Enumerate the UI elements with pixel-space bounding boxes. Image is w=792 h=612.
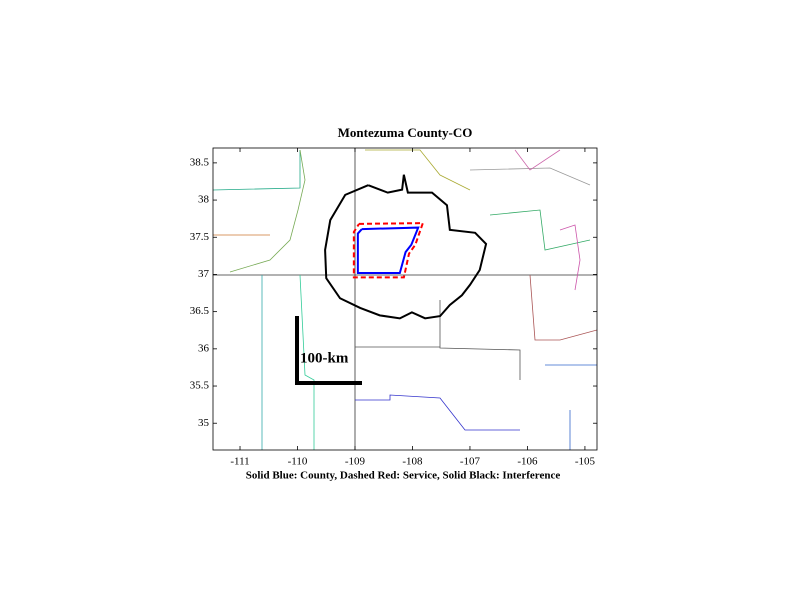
x-axis-label: Solid Blue: County, Dashed Red: Service,…	[246, 470, 561, 482]
x-tick-label: -107	[460, 456, 481, 468]
x-tick-label: -110	[288, 456, 308, 468]
y-tick-label: 37.5	[190, 231, 210, 243]
y-tick-label: 36	[198, 342, 210, 354]
y-tick-label: 37	[198, 268, 210, 280]
boundary-line	[352, 222, 425, 279]
y-tick-label: 38	[198, 194, 210, 206]
y-tick-label: 35.5	[190, 380, 210, 392]
x-tick-label: -108	[402, 456, 423, 468]
y-tick-label: 35	[198, 417, 210, 429]
x-tick-label: -105	[575, 456, 596, 468]
boundary-line	[324, 174, 488, 320]
scale-label: 100-km	[300, 350, 349, 366]
x-tick-label: -106	[517, 456, 538, 468]
y-tick-label: 36.5	[190, 305, 210, 317]
plot-frame	[212, 147, 598, 451]
boundaries	[213, 148, 597, 450]
x-tick-label: -109	[345, 456, 366, 468]
scale-bar	[295, 316, 362, 385]
chart-title: Montezuma County-CO	[338, 125, 473, 140]
x-tick-label: -111	[230, 456, 249, 468]
y-tick-label: 38.5	[190, 156, 210, 168]
boundary-line	[356, 226, 420, 274]
